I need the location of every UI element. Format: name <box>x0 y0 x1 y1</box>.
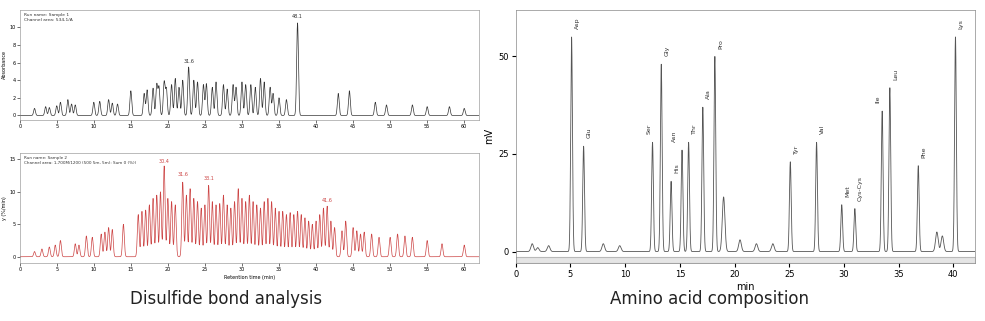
Text: Glu: Glu <box>587 128 592 138</box>
Text: Val: Val <box>820 125 824 134</box>
Text: Phe: Phe <box>922 146 927 158</box>
Text: 48.1: 48.1 <box>293 14 303 20</box>
Text: Run name: Sample 2
Channel area: 1,700M/1200 (500 5m, 5m): Sum 0 (%)): Run name: Sample 2 Channel area: 1,700M/… <box>25 156 137 165</box>
Text: 41.6: 41.6 <box>322 198 333 203</box>
X-axis label: min: min <box>736 282 755 292</box>
Text: Met: Met <box>845 185 850 197</box>
Text: Run name: Sample 1
Channel area: 534,1/A: Run name: Sample 1 Channel area: 534,1/A <box>25 13 73 22</box>
Y-axis label: y (%/min): y (%/min) <box>2 196 7 220</box>
Text: 33.1: 33.1 <box>203 176 214 181</box>
Text: Leu: Leu <box>893 69 898 80</box>
Text: Cys-Cys: Cys-Cys <box>858 176 863 201</box>
Y-axis label: mV: mV <box>485 128 494 144</box>
Text: His: His <box>675 164 680 173</box>
Text: Gly: Gly <box>665 46 670 56</box>
Y-axis label: Absorbance: Absorbance <box>2 50 7 79</box>
Text: Amino acid composition: Amino acid composition <box>610 290 809 308</box>
Text: Asn: Asn <box>672 131 678 142</box>
Text: 31.6: 31.6 <box>177 172 188 177</box>
Text: Disulfide bond analysis: Disulfide bond analysis <box>130 290 323 308</box>
X-axis label: Retention time (min): Retention time (min) <box>224 275 275 280</box>
Text: Thr: Thr <box>691 124 696 134</box>
Text: 31.6: 31.6 <box>183 58 194 64</box>
Text: Ile: Ile <box>876 96 881 103</box>
Text: Ala: Ala <box>706 90 711 100</box>
Text: Asp: Asp <box>575 18 580 29</box>
Text: Ser: Ser <box>647 124 652 134</box>
Text: Tyr: Tyr <box>794 145 799 154</box>
Text: Pro: Pro <box>718 39 723 49</box>
Text: 30.4: 30.4 <box>159 159 169 164</box>
Text: Lys: Lys <box>958 19 963 29</box>
